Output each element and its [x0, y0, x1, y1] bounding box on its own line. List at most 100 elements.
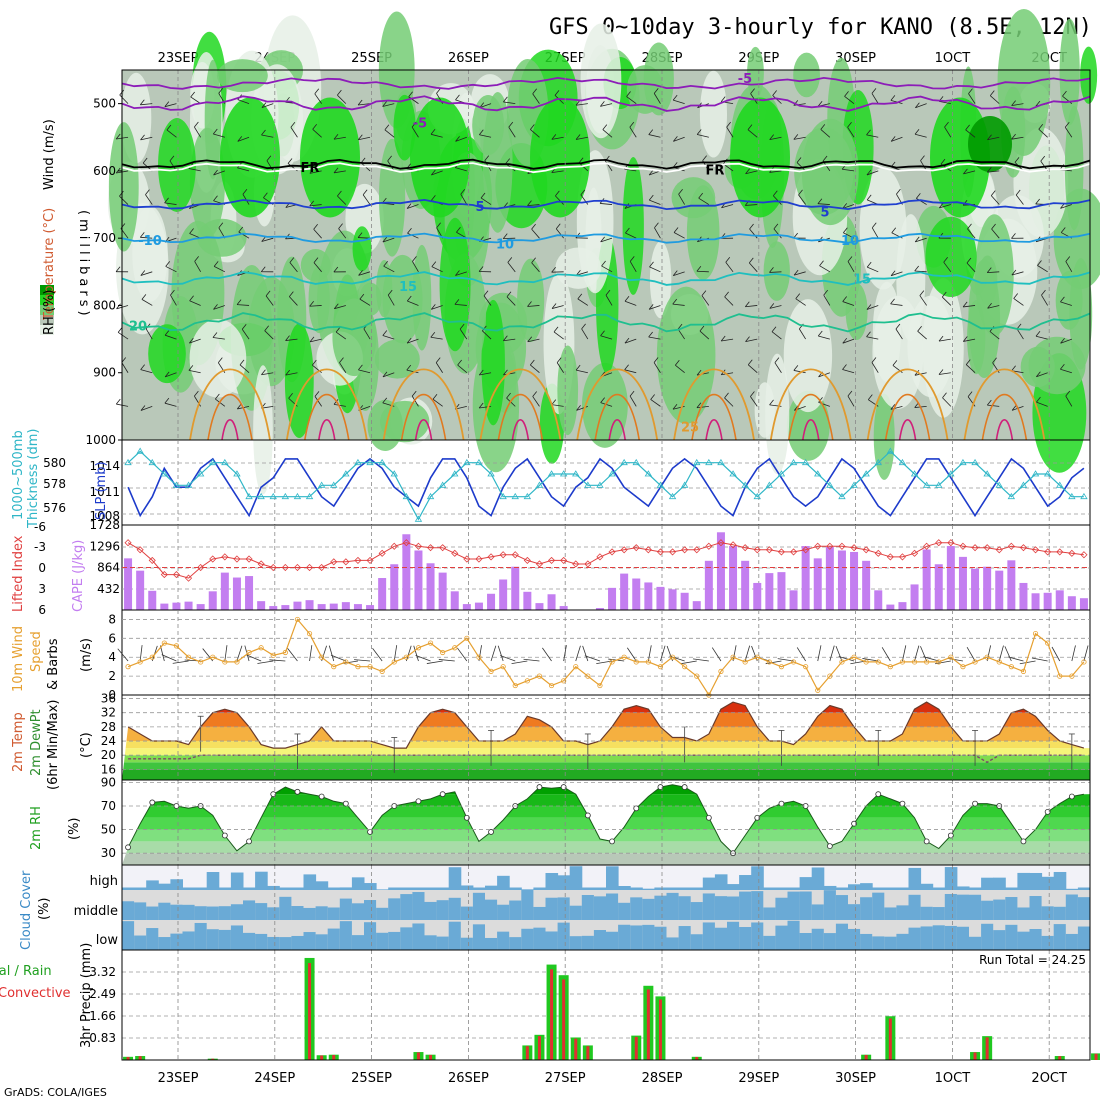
wind-barb-flag: [842, 203, 848, 209]
wind-speed-point: [863, 659, 869, 665]
wind-barb-flag: [823, 289, 829, 296]
cloud-cell: [1053, 924, 1067, 950]
rh-point: [826, 843, 833, 850]
wind-barb: [798, 328, 806, 340]
wind-barb-flag: [264, 325, 269, 331]
rh-contour-area: [580, 23, 622, 139]
lifted-index-point: [923, 542, 931, 550]
thickness-point: [172, 481, 181, 488]
wind-speed-point: [464, 635, 470, 641]
wind-barb-flag: [289, 291, 294, 297]
wind-barb-flag: [430, 304, 436, 310]
lifted-index-point: [1031, 546, 1040, 554]
surface-wind-barb: [497, 645, 504, 662]
lifted-index-point: [1068, 549, 1076, 557]
temp-band: [122, 762, 1090, 770]
wind-speed-point: [803, 664, 809, 670]
rh-tick: 30: [101, 846, 116, 860]
cape-bar: [426, 563, 435, 610]
temp-contour-25: [576, 368, 659, 441]
cloud-cell: [1017, 872, 1030, 890]
temp-contour-35: [802, 419, 820, 441]
thickness-point: [535, 481, 544, 488]
wind-barb: [575, 136, 588, 140]
wind-speed-point: [694, 673, 700, 679]
convective-bar: [562, 979, 566, 1060]
wind-barb: [314, 93, 322, 104]
cloud-cell: [763, 935, 776, 950]
wind-barb: [963, 170, 976, 175]
wind-barb-flag: [479, 129, 484, 136]
wind-barb: [503, 338, 516, 342]
cloud-cell: [448, 921, 462, 950]
thickness-point: [789, 458, 798, 466]
wind-barb-flag: [194, 121, 199, 128]
wind-barb-flag: [672, 298, 678, 305]
cape-bar: [971, 568, 980, 610]
lifted-index-point: [935, 539, 943, 547]
cloud-cell: [218, 887, 232, 890]
thickness-point: [886, 447, 895, 454]
wind-barb: [431, 266, 443, 273]
wind-label-2: Speed: [29, 631, 44, 672]
wind-barb: [576, 405, 588, 411]
cape-bar: [281, 605, 290, 610]
wind-speed-point: [561, 678, 567, 684]
lifted-index-point: [439, 544, 447, 552]
thickness-point: [475, 458, 483, 466]
cloud-cell: [376, 889, 389, 890]
wind-barb-flag: [285, 335, 290, 341]
lifted-index-point: [160, 571, 168, 579]
thickness-point: [729, 470, 737, 477]
surface-wind-barb: [563, 645, 567, 662]
wind-barb: [188, 369, 201, 374]
wind-barb: [309, 338, 322, 343]
thickness-point: [620, 458, 628, 466]
rh-tick: 50: [101, 823, 116, 837]
cape-bar: [1007, 560, 1016, 610]
wind-barb-flag: [626, 91, 631, 97]
cloud-cell: [751, 891, 764, 920]
date-label-bottom: 2OCT: [1031, 1071, 1067, 1086]
wind-barb-flag: [1060, 227, 1066, 233]
cloud-cell: [714, 927, 728, 950]
cloud-cell: [1077, 887, 1091, 890]
wind-barb: [261, 372, 274, 376]
wind-barb: [819, 265, 831, 273]
thickness-point: [826, 481, 834, 488]
wind-barb: [793, 136, 806, 140]
rh-contour-area: [108, 122, 139, 252]
wind-barb: [895, 328, 903, 340]
wind-barb-flag: [866, 194, 872, 201]
wind-speed-point: [996, 659, 1002, 665]
wind-barb: [749, 228, 758, 239]
surface-wind-barb: [161, 654, 177, 662]
wind-barb: [140, 103, 153, 106]
date-label-bottom: 27SEP: [545, 1071, 586, 1086]
panel-frame: [121, 609, 1091, 696]
thick-label-1: 1000~500mb: [11, 430, 26, 520]
chart-title: GFS 0~10day 3-hourly for KANO (8.5E, 12N…: [549, 15, 1092, 40]
wind-barb-flag: [1015, 189, 1021, 196]
cloud-cell: [1005, 924, 1018, 950]
wind-barb: [338, 228, 347, 239]
cloud-cell: [1005, 887, 1018, 890]
wind-barb-flag: [965, 359, 971, 365]
wind-barb-flag: [406, 295, 412, 302]
date-label-bottom: 28SEP: [642, 1071, 683, 1086]
wind-barb-flag: [551, 266, 556, 273]
wind-barb: [479, 372, 492, 376]
wind-barb: [140, 405, 153, 411]
thickness-point: [814, 470, 822, 477]
wind-barb-flag: [261, 102, 267, 108]
wind-barb: [1013, 298, 1024, 306]
thickness-point: [378, 458, 386, 466]
date-label-bottom: 29SEP: [738, 1071, 779, 1086]
thickness-point: [705, 458, 713, 466]
cloud-cell: [303, 932, 317, 950]
thickness-point: [1080, 492, 1088, 500]
upper-tick-label: 600: [93, 164, 116, 178]
wind-speed-point: [1069, 673, 1075, 679]
wind-barb: [581, 328, 589, 340]
wind-barb-flag: [745, 336, 750, 342]
